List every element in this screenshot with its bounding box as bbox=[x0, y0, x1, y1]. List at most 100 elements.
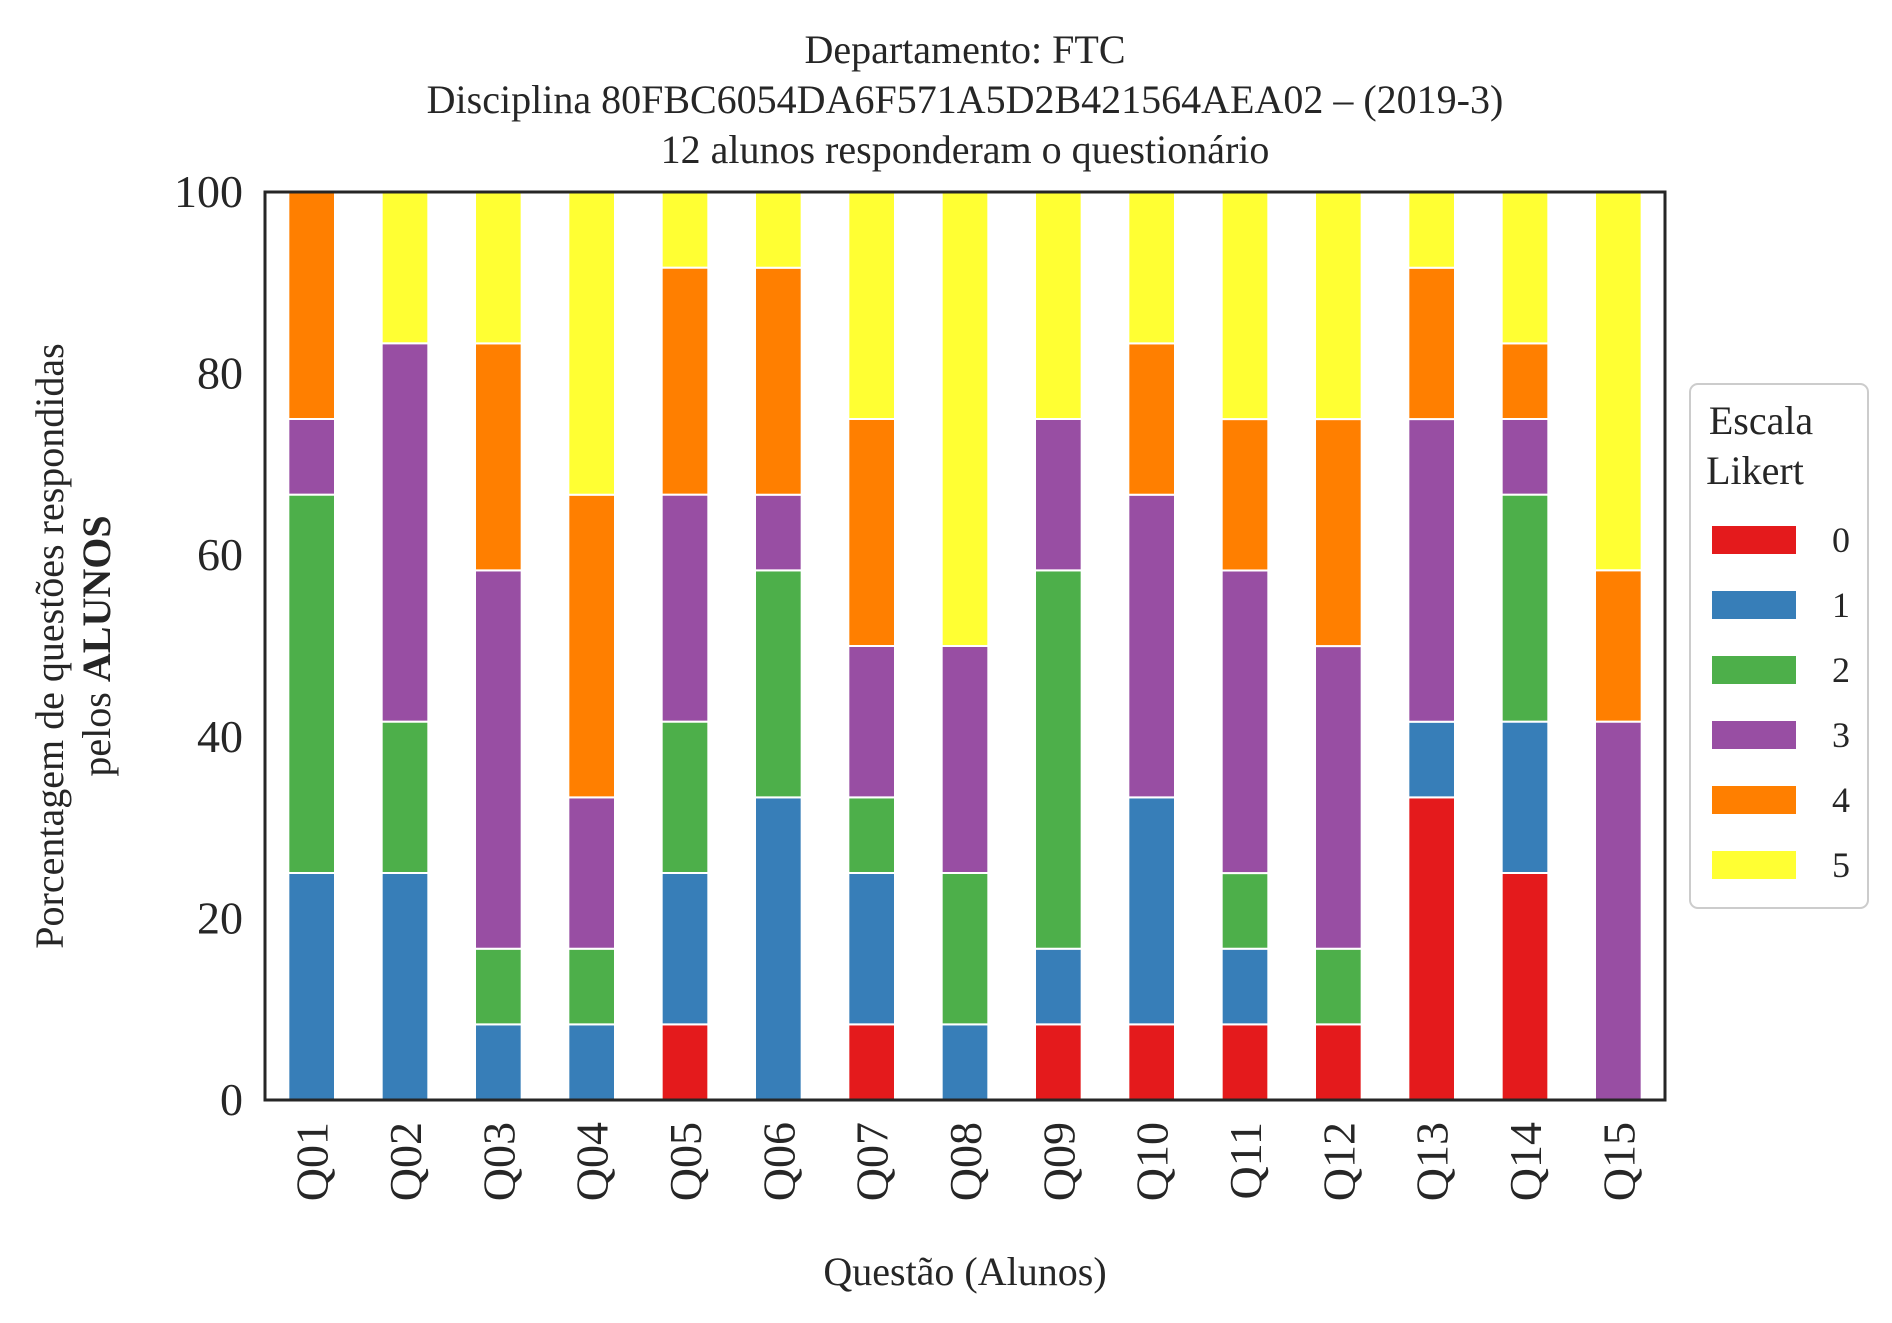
legend: Escala Likert 0 1 2 3 4 5 bbox=[1689, 383, 1869, 909]
x-tick-label: Q03 bbox=[473, 1122, 524, 1201]
bar-Q14-level-5 bbox=[1500, 191, 1550, 345]
bar-Q07-level-2 bbox=[847, 796, 896, 874]
bar-Q14-level-0 bbox=[1500, 872, 1550, 1101]
legend-items: 0 1 2 3 4 5 bbox=[1712, 520, 1850, 885]
bar-Q03-level-5 bbox=[474, 191, 523, 345]
bar-Q05-level-1 bbox=[660, 872, 710, 1026]
legend-label-5: 5 bbox=[1832, 845, 1850, 885]
legend-swatch-3 bbox=[1712, 721, 1796, 749]
bar-Q04-level-2 bbox=[567, 947, 616, 1026]
chart-title-line-3: 12 alunos responderam o questionário bbox=[661, 127, 1270, 172]
y-tick-label: 100 bbox=[174, 166, 243, 217]
bar-Q07-level-0 bbox=[847, 1023, 896, 1102]
bar-Q05-level-5 bbox=[660, 191, 710, 269]
bar-Q10-level-5 bbox=[1127, 191, 1177, 345]
bar-Q14-level-1 bbox=[1500, 720, 1550, 875]
x-tick-label: Q04 bbox=[567, 1122, 618, 1201]
x-tick-label: Q15 bbox=[1593, 1122, 1644, 1201]
legend-swatch-0 bbox=[1712, 526, 1796, 554]
bar-Q07-level-3 bbox=[847, 645, 896, 799]
x-tick-label: Q01 bbox=[287, 1122, 338, 1201]
legend-swatch-2 bbox=[1712, 656, 1796, 684]
bar-Q05-level-0 bbox=[660, 1023, 710, 1102]
bar-Q09-level-0 bbox=[1034, 1023, 1083, 1102]
bar-Q01-level-3 bbox=[287, 418, 337, 496]
bar-Q06-level-2 bbox=[754, 569, 803, 799]
legend-swatch-5 bbox=[1712, 851, 1796, 879]
bar-Q10-level-0 bbox=[1127, 1023, 1177, 1102]
x-tick-label: Q02 bbox=[380, 1122, 431, 1201]
bar-Q10-level-4 bbox=[1127, 342, 1177, 496]
bar-Q14-level-4 bbox=[1500, 342, 1550, 420]
bar-Q02-level-5 bbox=[380, 190, 430, 345]
bar-Q13-level-5 bbox=[1407, 191, 1457, 269]
bar-Q01-level-4 bbox=[287, 191, 337, 420]
bar-Q11-level-4 bbox=[1220, 418, 1270, 572]
bar-Q03-level-1 bbox=[474, 1023, 523, 1102]
legend-swatch-4 bbox=[1712, 786, 1796, 814]
bar-Q06-level-5 bbox=[754, 191, 803, 269]
y-tick-label: 40 bbox=[197, 711, 243, 762]
bar-Q10-level-3 bbox=[1127, 493, 1177, 799]
bar-Q08-level-1 bbox=[940, 1023, 990, 1102]
bar-Q12-level-3 bbox=[1314, 645, 1363, 950]
bar-Q14-level-2 bbox=[1500, 493, 1550, 723]
legend-label-2: 2 bbox=[1832, 650, 1850, 690]
x-tick-label: Q06 bbox=[753, 1122, 804, 1201]
x-tick-label: Q07 bbox=[847, 1122, 898, 1201]
bar-Q08-level-2 bbox=[940, 872, 990, 1026]
x-tick-label: Q12 bbox=[1313, 1122, 1364, 1201]
y-axis-label-line-1: Porcentagem de questões respondidas bbox=[27, 343, 72, 948]
y-tick-label: 0 bbox=[220, 1074, 243, 1125]
y-axis-label-line-2: pelos ALUNOS bbox=[74, 515, 119, 776]
bar-Q10-level-1 bbox=[1127, 796, 1177, 1026]
x-tick-label: Q13 bbox=[1407, 1122, 1458, 1201]
bar-Q11-level-1 bbox=[1220, 947, 1270, 1026]
bar-Q13-level-1 bbox=[1407, 720, 1457, 799]
x-tick-label: Q05 bbox=[660, 1122, 711, 1201]
bar-Q01-level-1 bbox=[287, 872, 337, 1101]
x-axis-label: Questão (Alunos) bbox=[823, 1249, 1106, 1294]
bars-layer bbox=[287, 190, 1643, 1102]
bar-Q08-level-3 bbox=[940, 645, 990, 874]
bar-Q01-level-2 bbox=[287, 493, 337, 874]
bar-Q02-level-2 bbox=[380, 720, 430, 875]
bar-Q13-level-3 bbox=[1407, 418, 1457, 723]
bar-Q09-level-1 bbox=[1034, 947, 1083, 1026]
bar-Q11-level-2 bbox=[1220, 872, 1270, 950]
legend-label-4: 4 bbox=[1832, 780, 1850, 820]
x-tick-label: Q09 bbox=[1033, 1122, 1084, 1201]
x-tick-label: Q10 bbox=[1127, 1122, 1178, 1201]
bar-Q05-level-2 bbox=[660, 720, 710, 875]
legend-label-1: 1 bbox=[1832, 585, 1850, 625]
bar-Q15-level-4 bbox=[1594, 569, 1643, 723]
bar-Q04-level-5 bbox=[567, 191, 616, 496]
bar-Q08-level-5 bbox=[940, 191, 990, 647]
y-axis-label: Porcentagem de questões respondidas pelo… bbox=[27, 343, 119, 948]
legend-title-line-1: Escala bbox=[1709, 398, 1814, 443]
bar-Q07-level-4 bbox=[847, 418, 896, 647]
bar-Q09-level-3 bbox=[1034, 418, 1083, 572]
bar-Q06-level-1 bbox=[754, 796, 803, 1101]
bar-Q04-level-1 bbox=[567, 1023, 616, 1102]
bar-Q07-level-5 bbox=[847, 191, 896, 420]
legend-swatch-1 bbox=[1712, 591, 1796, 619]
y-axis-label-prefix: pelos bbox=[74, 682, 119, 776]
bar-Q13-level-0 bbox=[1407, 796, 1457, 1101]
bar-Q06-level-4 bbox=[754, 266, 803, 496]
legend-frame bbox=[1689, 383, 1869, 909]
bar-Q03-level-4 bbox=[474, 342, 523, 572]
y-tick-label: 80 bbox=[197, 348, 243, 399]
bar-Q14-level-3 bbox=[1500, 418, 1550, 496]
y-tick-label: 20 bbox=[197, 892, 243, 943]
bar-Q12-level-0 bbox=[1314, 1023, 1363, 1102]
legend-label-0: 0 bbox=[1832, 520, 1850, 560]
bar-Q06-level-3 bbox=[754, 493, 803, 572]
bar-Q12-level-4 bbox=[1314, 418, 1363, 648]
bar-Q03-level-2 bbox=[474, 947, 523, 1026]
bar-Q05-level-3 bbox=[660, 493, 710, 723]
bar-Q07-level-1 bbox=[847, 872, 896, 1026]
bar-Q02-level-3 bbox=[380, 342, 430, 723]
y-axis-label-bold: ALUNOS bbox=[74, 515, 119, 682]
chart-title: Departamento: FTC Disciplina 80FBC6054DA… bbox=[427, 27, 1504, 172]
